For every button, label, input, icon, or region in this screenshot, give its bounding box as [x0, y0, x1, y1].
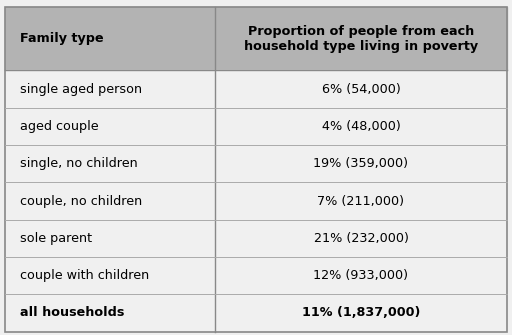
Text: 19% (359,000): 19% (359,000): [313, 157, 409, 170]
Bar: [5, 294, 507, 332]
Bar: [5, 257, 507, 294]
Text: aged couple: aged couple: [20, 120, 99, 133]
Text: all households: all households: [20, 307, 125, 320]
Bar: [5, 145, 507, 182]
Bar: [5, 7, 507, 70]
Text: Proportion of people from each
household type living in poverty: Proportion of people from each household…: [244, 24, 478, 53]
Text: 12% (933,000): 12% (933,000): [313, 269, 409, 282]
Bar: [5, 70, 507, 108]
Text: 21% (232,000): 21% (232,000): [313, 232, 409, 245]
Text: Family type: Family type: [20, 32, 104, 45]
Text: 11% (1,837,000): 11% (1,837,000): [302, 307, 420, 320]
Text: single, no children: single, no children: [20, 157, 138, 170]
Text: single aged person: single aged person: [20, 82, 143, 95]
Text: couple, no children: couple, no children: [20, 195, 143, 207]
Bar: [5, 108, 507, 145]
Bar: [5, 182, 507, 220]
Text: couple with children: couple with children: [20, 269, 150, 282]
Text: 7% (211,000): 7% (211,000): [317, 195, 404, 207]
Bar: [5, 220, 507, 257]
Text: 4% (48,000): 4% (48,000): [322, 120, 400, 133]
Text: sole parent: sole parent: [20, 232, 93, 245]
Text: 6% (54,000): 6% (54,000): [322, 82, 400, 95]
